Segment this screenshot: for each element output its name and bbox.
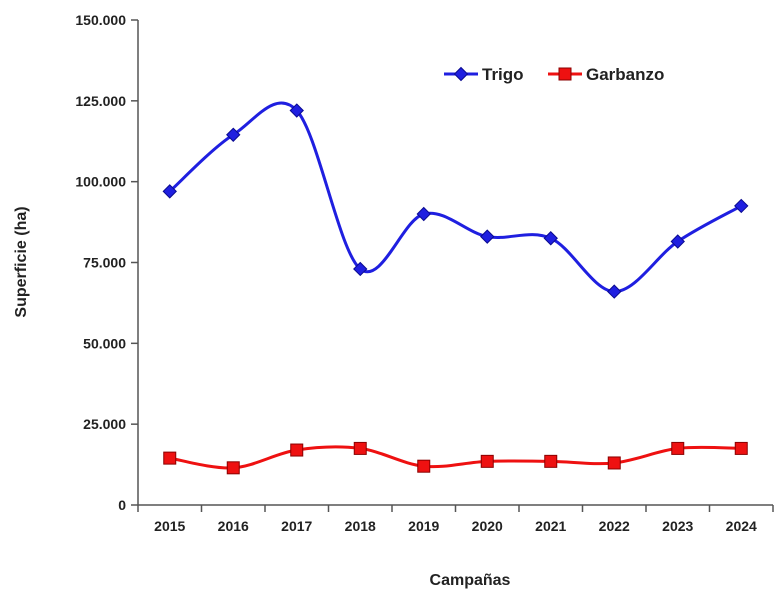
legend: Trigo Garbanzo <box>444 65 664 84</box>
x-axis: 2015 2016 2017 2018 2019 2020 2021 2022 2023 2024 <box>137 504 774 534</box>
data-point-garbanzo <box>544 454 558 468</box>
y-axis-title: Superficie (ha) <box>13 206 30 317</box>
x-tick-label: 2019 <box>408 518 439 534</box>
legend-label: Garbanzo <box>586 65 664 84</box>
data-point-trigo <box>670 234 685 249</box>
data-point-trigo <box>226 127 241 142</box>
data-point-trigo <box>162 184 177 199</box>
x-axis-title: Campañas <box>430 572 511 589</box>
y-tick-label: 150.000 <box>75 12 126 28</box>
legend-marker <box>453 66 469 82</box>
data-point-trigo <box>416 206 431 222</box>
data-point-garbanzo <box>226 461 240 475</box>
legend-item-trigo: Trigo <box>444 65 524 84</box>
legend-label: Trigo <box>482 65 524 84</box>
data-point-trigo <box>289 103 304 118</box>
y-tick-label: 25.000 <box>83 416 126 432</box>
x-tick-label: 2023 <box>662 518 693 534</box>
data-point-garbanzo <box>353 441 367 455</box>
x-tick-label: 2015 <box>154 518 185 534</box>
x-tick-label: 2021 <box>535 518 566 534</box>
data-point-garbanzo <box>290 443 304 457</box>
data-point-garbanzo <box>480 454 494 468</box>
data-point-garbanzo <box>671 441 685 455</box>
data-point-garbanzo <box>163 451 177 465</box>
series-garbanzo <box>163 441 748 475</box>
y-tick-label: 50.000 <box>83 335 126 351</box>
y-tick-label: 125.000 <box>75 93 126 109</box>
data-point-garbanzo <box>607 456 621 470</box>
data-point-trigo <box>543 231 558 246</box>
series-line-garbanzo <box>169 445 742 470</box>
y-tick-label: 100.000 <box>75 174 126 190</box>
data-point-trigo <box>734 198 749 214</box>
series-trigo <box>162 101 749 299</box>
y-tick-label: 75.000 <box>83 255 126 271</box>
x-tick-label: 2017 <box>281 518 312 534</box>
series-layer <box>162 101 749 475</box>
y-axis: 0 25.000 50.000 75.000 100.000 125.000 150.000 <box>75 12 139 513</box>
legend-marker <box>558 67 572 81</box>
x-tick-label: 2022 <box>599 518 630 534</box>
x-tick-label: 2020 <box>472 518 503 534</box>
series-line-trigo <box>168 101 742 294</box>
x-tick-label: 2024 <box>726 518 757 534</box>
x-tick-label: 2018 <box>345 518 376 534</box>
data-point-trigo <box>353 261 368 277</box>
data-point-trigo <box>607 284 622 299</box>
data-point-garbanzo <box>417 459 431 473</box>
data-point-trigo <box>480 229 495 244</box>
y-tick-label: 0 <box>118 497 126 513</box>
legend-item-garbanzo: Garbanzo <box>548 65 664 84</box>
x-tick-label: 2016 <box>218 518 249 534</box>
data-point-garbanzo <box>734 441 748 455</box>
